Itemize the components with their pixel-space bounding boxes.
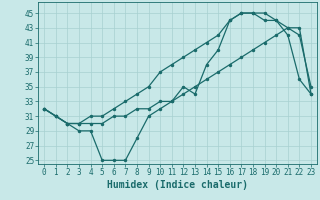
- X-axis label: Humidex (Indice chaleur): Humidex (Indice chaleur): [107, 180, 248, 190]
